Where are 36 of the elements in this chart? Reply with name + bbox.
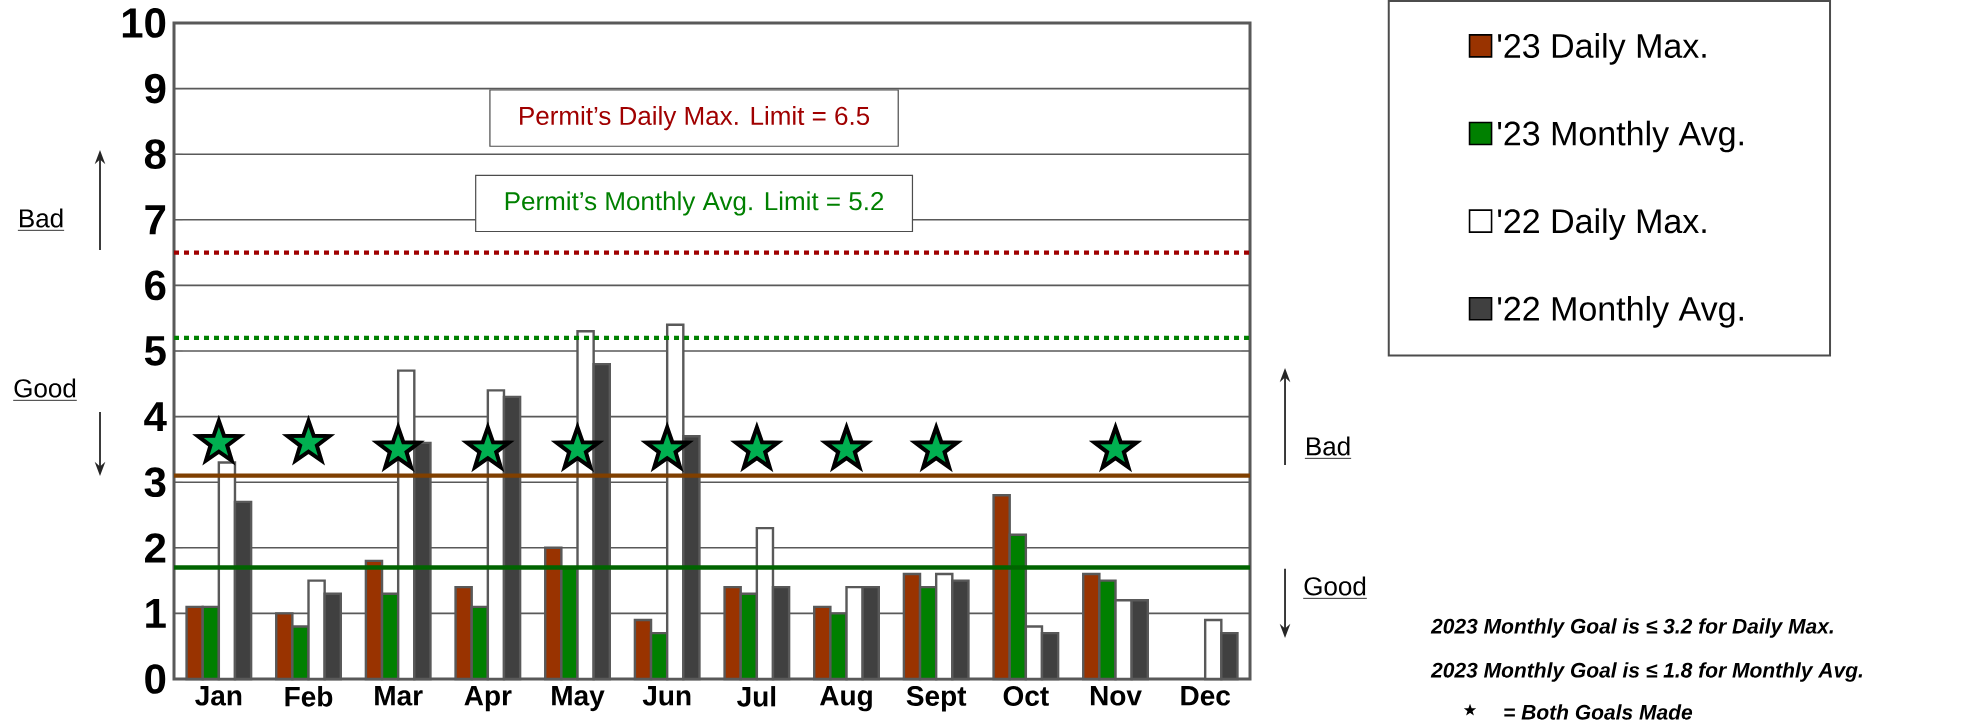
y-tick-label: 0: [145, 664, 166, 694]
x-tick-label: Sept: [906, 686, 967, 712]
text: Good: [14, 378, 76, 398]
x-tick-label: Jun: [642, 686, 691, 706]
y-tick-label: 9: [145, 73, 166, 104]
y-tick-label: 3: [144, 467, 166, 498]
y-tick-label: 7: [145, 205, 166, 235]
ref-line-label: Permit’s Daily Max. Limit = 6.5: [520, 105, 870, 131]
x-tick-label: Dec: [1181, 686, 1231, 706]
y-tick-label: 1: [146, 598, 166, 628]
text: 2023 Monthly Goal is ≤ 3.2 for Daily Max.: [1430, 618, 1833, 638]
y-tick-label: 4: [144, 402, 167, 432]
x-tick-label: Jul: [737, 686, 776, 707]
text: = Both Goals Made: [1504, 704, 1693, 720]
x-tick-label: Feb: [285, 686, 333, 707]
x-tick-label: May: [552, 686, 605, 712]
x-tick-label: Mar: [375, 686, 423, 706]
y-tick-label: 10: [122, 8, 166, 38]
ref-line-label: Permit’s Monthly Avg. Limit = 5.2: [505, 191, 884, 216]
x-tick-label: Aug: [819, 686, 872, 712]
legend-label: '23 Daily Max.: [1498, 33, 1706, 65]
text: Bad: [20, 208, 63, 228]
legend-label: '22 Monthly Avg.: [1498, 295, 1743, 328]
y-tick-label: 2: [145, 533, 166, 563]
x-tick-label: Nov: [1090, 686, 1142, 706]
x-tick-label: Oct: [1003, 686, 1049, 706]
y-tick-label: 8: [144, 139, 166, 170]
text: 2023 Monthly Goal is ≤ 1.8 for Monthly Avg.: [1430, 662, 1863, 682]
y-tick-label: 5: [144, 336, 166, 366]
text: Bad: [1307, 436, 1350, 456]
y-tick-label: 6: [145, 270, 166, 301]
x-tick-label: Apr: [464, 686, 512, 712]
legend-label: '23 Monthly Avg.: [1498, 120, 1743, 153]
x-tick-label: Jan: [195, 686, 242, 706]
text: Good: [1304, 576, 1366, 596]
text: '22 Daily Max.: [1498, 208, 1706, 240]
